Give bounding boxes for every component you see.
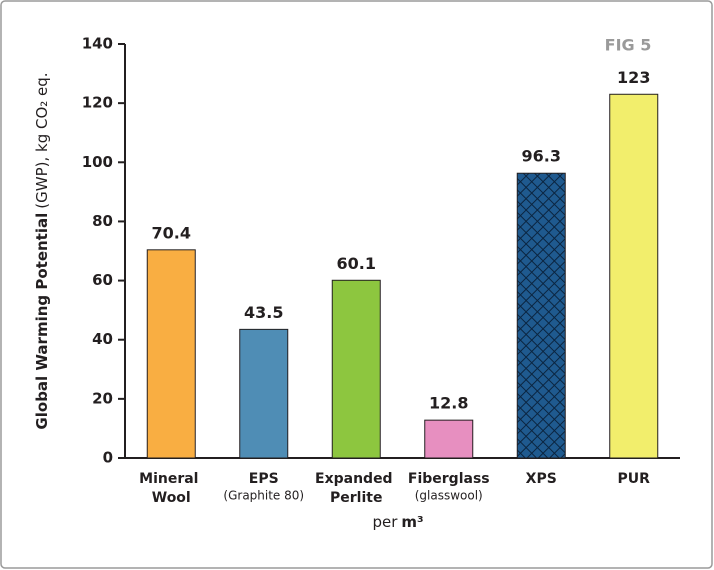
x-tick-label: EPS — [249, 471, 279, 487]
x-tick-label: Fiberglass — [408, 471, 490, 487]
bar — [609, 93, 659, 459]
y-tick-label: 0 — [103, 449, 113, 467]
y-tick-label: 80 — [92, 212, 113, 230]
x-tick-label: PUR — [618, 471, 651, 487]
x-label-main: per — [372, 513, 398, 531]
x-tick-label: Expanded Perlite — [315, 471, 397, 506]
x-label-unit: m³ — [401, 513, 423, 531]
y-tick-label: 20 — [92, 389, 113, 407]
x-tick-sublabel: (glasswool) — [415, 489, 483, 503]
y-tick-label: 120 — [82, 94, 113, 112]
bar — [146, 249, 196, 459]
value-label: 60.1 — [337, 254, 376, 273]
value-label: 96.3 — [522, 147, 561, 166]
bar — [331, 279, 381, 459]
value-label: 12.8 — [429, 394, 468, 413]
y-tick-label: 40 — [92, 330, 113, 348]
bar — [239, 328, 289, 459]
x-tick-label: XPS — [526, 471, 557, 487]
bar — [424, 419, 474, 459]
y-axis-label: Global Warming Potential (GWP), kg CO₂ eq… — [33, 72, 51, 429]
annotation: FIG 5 — [605, 36, 652, 55]
bar — [516, 172, 566, 459]
x-tick-label: Mineral Wool — [139, 471, 203, 506]
y-label-main: Global Warming Potential — [33, 213, 51, 430]
x-axis-label: per m³ — [372, 513, 423, 531]
value-label: 70.4 — [152, 223, 191, 242]
y-tick-label: 140 — [82, 35, 113, 53]
y-tick-label: 100 — [82, 153, 113, 171]
value-label: 43.5 — [244, 303, 283, 322]
y-label-suffix: (GWP), kg CO₂ eq. — [33, 72, 51, 208]
x-tick-sublabel: (Graphite 80) — [223, 489, 304, 503]
value-label: 123 — [617, 68, 650, 87]
y-tick-label: 60 — [92, 271, 113, 289]
